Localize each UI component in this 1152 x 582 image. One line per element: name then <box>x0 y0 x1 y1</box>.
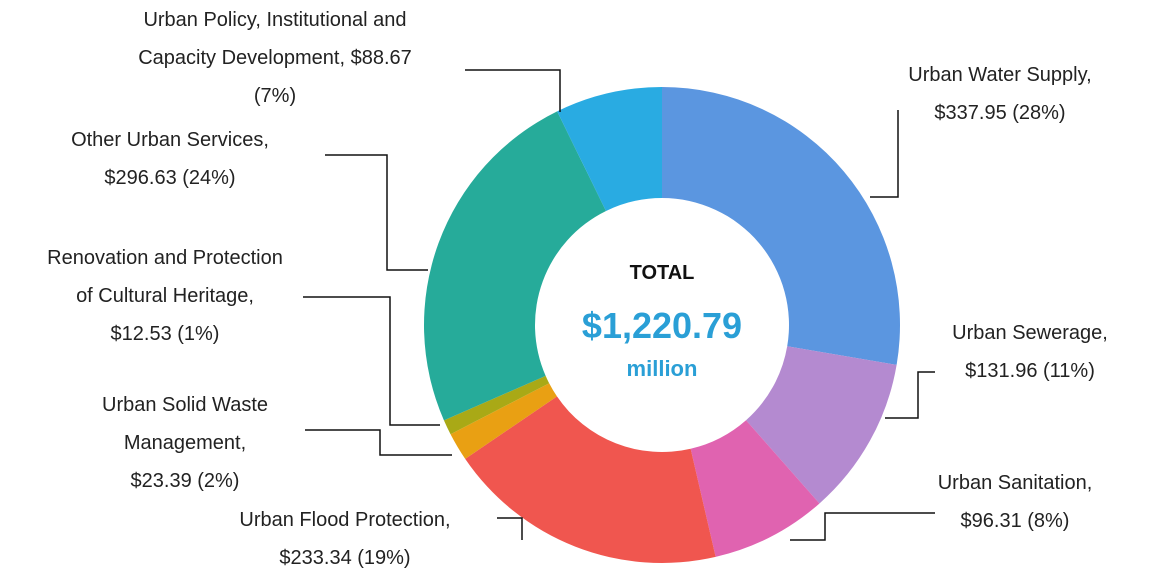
leader-line <box>325 154 428 271</box>
donut-segment <box>557 87 662 211</box>
slice-label: Urban Solid Waste Management, $23.39 (2%… <box>95 386 275 500</box>
donut-segment <box>662 87 901 365</box>
slice-label: Urban Policy, Institutional and Capacity… <box>125 1 425 115</box>
center-unit: million <box>626 356 698 381</box>
value-label: $233.34 (19%) <box>279 547 411 569</box>
leader-line <box>885 371 935 419</box>
category-label: Urban Water Supply, <box>908 64 1092 86</box>
leader-line <box>790 512 935 541</box>
leader-line <box>303 296 440 426</box>
category-label: Other Urban Services, <box>71 129 269 151</box>
slice-label: Urban Sanitation, $96.31 (8%) <box>910 464 1120 540</box>
category-label: Renovation and Protection of Cultural He… <box>47 247 283 307</box>
donut-segment <box>465 396 716 563</box>
category-label: Urban Solid Waste Management, <box>102 394 268 454</box>
center-title: TOTAL <box>629 262 695 284</box>
category-label: Urban Flood Protection, <box>239 509 451 531</box>
donut-segment <box>690 420 820 557</box>
leader-line <box>305 429 452 456</box>
center-total: $1,220.79 <box>581 305 743 346</box>
value-label: $131.96 (11%) <box>965 360 1095 382</box>
leader-line <box>870 110 899 198</box>
donut-segment <box>450 383 557 459</box>
slice-label: Urban Flood Protection, $233.34 (19%) <box>210 501 480 577</box>
category-label: Urban Sewerage, <box>952 322 1108 344</box>
slice-label: Renovation and Protection of Cultural He… <box>45 239 285 353</box>
category-label: Urban Sanitation, <box>937 472 1093 494</box>
value-label: $337.95 (28%) <box>934 102 1066 124</box>
slice-label: Urban Sewerage, $131.96 (11%) <box>925 314 1135 390</box>
value-label: $296.63 (24%) <box>104 167 236 189</box>
value-label: $23.39 (2%) <box>130 470 240 492</box>
leader-line <box>465 69 561 112</box>
category-label: Urban Policy, Institutional and Capacity… <box>138 9 407 69</box>
value-label: $12.53 (1%) <box>110 323 220 345</box>
slice-label: Other Urban Services, $296.63 (24%) <box>40 121 300 197</box>
donut-segment <box>423 111 607 421</box>
value-label: $96.31 (8%) <box>960 510 1070 532</box>
leader-line <box>497 517 523 540</box>
slice-label: Urban Water Supply, $337.95 (28%) <box>880 56 1120 132</box>
donut-segment <box>443 375 550 435</box>
donut-segment <box>746 346 897 504</box>
value-label: $88.67 (7%) <box>253 47 412 107</box>
